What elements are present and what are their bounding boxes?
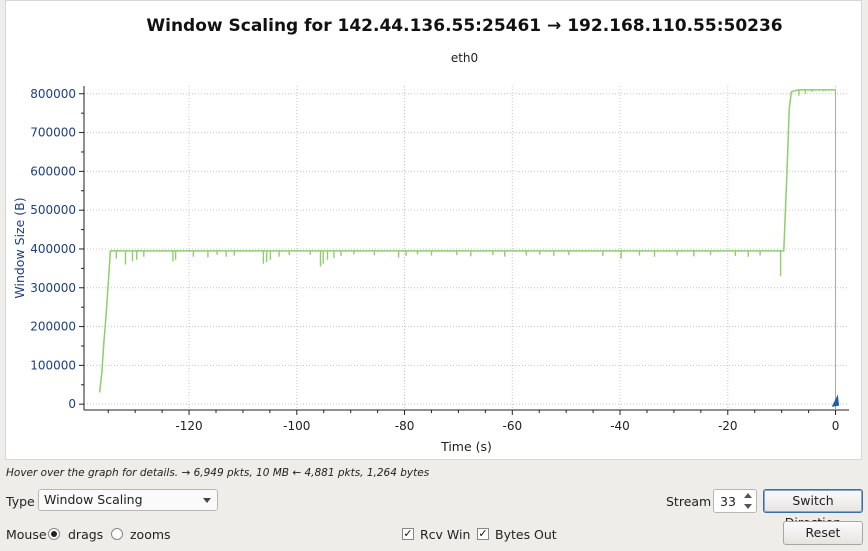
switch-direction-button[interactable]: Switch Direction [763, 489, 863, 530]
chevron-down-icon [203, 498, 211, 503]
window-size-series-line [98, 89, 836, 393]
x-tick-label: 0 [832, 419, 840, 433]
y-tick-label: 700000 [30, 126, 76, 140]
bytes-out-checkbox[interactable]: ✓ [477, 527, 489, 540]
x-tick-label: -100 [283, 419, 310, 433]
x-axis-label: Time (s) [440, 439, 492, 454]
mouse-label: Mouse [6, 527, 47, 542]
y-tick-label: 500000 [30, 203, 76, 217]
drags-label: drags [68, 527, 104, 542]
bytes-out-marks [831, 394, 840, 407]
x-tick-label: -120 [175, 419, 202, 433]
x-tick-label: -20 [718, 419, 738, 433]
y-tick-label: 300000 [30, 281, 76, 295]
y-tick-label: 100000 [30, 358, 76, 372]
window-scaling-chart[interactable]: Window Scaling for 142.44.136.55:25461 →… [6, 1, 861, 459]
zooms-radio[interactable] [111, 528, 123, 540]
rcv-win-checkbox[interactable]: ✓ [402, 527, 414, 540]
stream-value: 33 [720, 494, 736, 509]
x-tick-label: -40 [610, 419, 630, 433]
drags-radio[interactable] [48, 528, 60, 540]
stream-label: Stream [666, 494, 712, 509]
y-tick-label: 800000 [30, 87, 76, 101]
status-line: Hover over the graph for details. → 6,94… [6, 467, 430, 479]
graph-type-select[interactable]: Window Scaling [38, 489, 218, 511]
zooms-label: zooms [130, 527, 171, 542]
y-tick-label: 0 [68, 397, 76, 411]
x-tick-label: -60 [502, 419, 522, 433]
graph-panel[interactable]: Window Scaling for 142.44.136.55:25461 →… [5, 0, 862, 460]
reset-button[interactable]: Reset [783, 521, 863, 545]
chart-title: Window Scaling for 142.44.136.55:25461 →… [146, 16, 782, 36]
spin-down-icon[interactable] [744, 504, 752, 509]
rcv-win-label: Rcv Win [420, 527, 471, 542]
x-tick-label: -80 [395, 419, 415, 433]
y-tick-label: 400000 [30, 242, 76, 256]
chart-subtitle: eth0 [451, 51, 478, 65]
spin-up-icon[interactable] [744, 493, 752, 498]
y-tick-label: 600000 [30, 164, 76, 178]
bytes-out-label: Bytes Out [495, 527, 557, 542]
graph-type-value: Window Scaling [44, 492, 143, 507]
y-axis-label: Window Size (B) [12, 197, 27, 298]
stream-spinbox[interactable]: 33 [713, 489, 757, 513]
y-tick-label: 200000 [30, 320, 76, 334]
type-label: Type [6, 494, 35, 509]
